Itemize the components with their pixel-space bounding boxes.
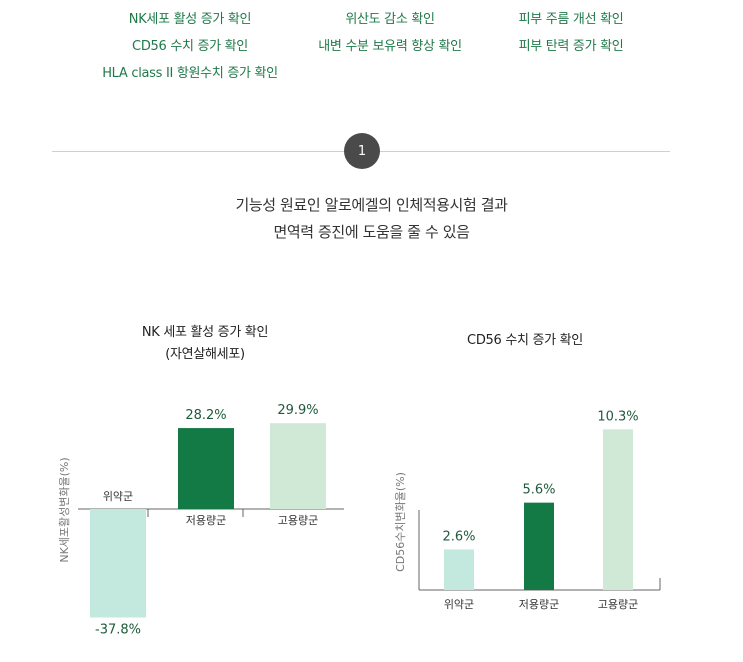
chart2-title: CD56 수치 증가 확인 — [467, 333, 583, 348]
chart1-value-label: 29.9% — [277, 403, 318, 418]
chart2-bar — [524, 502, 554, 590]
chart1-bar — [90, 509, 146, 618]
chart1-y-axis-label: NK세포활성변화율(%) — [57, 457, 71, 562]
chart2-category-label: 저용량군 — [519, 598, 559, 611]
chart2-value-label: 10.3% — [597, 409, 638, 424]
step-badge: 1 — [344, 133, 380, 169]
feature-item: 위산도 감소 확인 — [345, 12, 435, 27]
feature-item: 피부 탄력 증가 확인 — [518, 39, 624, 54]
feature-item: 피부 주름 개선 확인 — [518, 12, 624, 27]
chart2-bar — [603, 429, 633, 590]
headline-line-2: 면역력 증진에 도움을 줄 수 있음 — [273, 223, 470, 241]
chart1-value-label: 28.2% — [185, 408, 226, 423]
chart1-subtitle: (자연살해세포) — [165, 347, 245, 362]
chart2-category-label: 고용량군 — [598, 598, 638, 611]
chart2-value-label: 2.6% — [442, 529, 475, 544]
feature-item: NK세포 활성 증가 확인 — [128, 12, 252, 27]
chart1-category-label: 고용량군 — [278, 514, 318, 527]
chart1-category-label: 위약군 — [103, 489, 133, 503]
chart2-category-label: 위약군 — [444, 597, 474, 611]
chart2-value-label: 5.6% — [522, 483, 555, 498]
chart1-value-label: -37.8% — [95, 622, 141, 637]
feature-item: CD56 수치 증가 확인 — [132, 39, 248, 54]
chart2-bar — [444, 549, 474, 590]
headline-line-1: 기능성 원료인 알로에겔의 인체적용시험 결과 — [235, 196, 508, 214]
feature-item: HLA class II 항원수치 증가 확인 — [102, 66, 278, 81]
chart1-bar — [270, 423, 326, 509]
feature-list: NK세포 활성 증가 확인 위산도 감소 확인 피부 주름 개선 확인 CD56… — [0, 0, 743, 90]
feature-item: 내변 수분 보유력 향상 확인 — [318, 39, 462, 54]
chart1-title: NK 세포 활성 증가 확인 — [141, 325, 269, 340]
chart2-y-axis-label: CD56수치변화율(%) — [394, 472, 407, 572]
chart1-bar — [178, 428, 234, 509]
chart1-category-label: 저용량군 — [186, 514, 226, 527]
